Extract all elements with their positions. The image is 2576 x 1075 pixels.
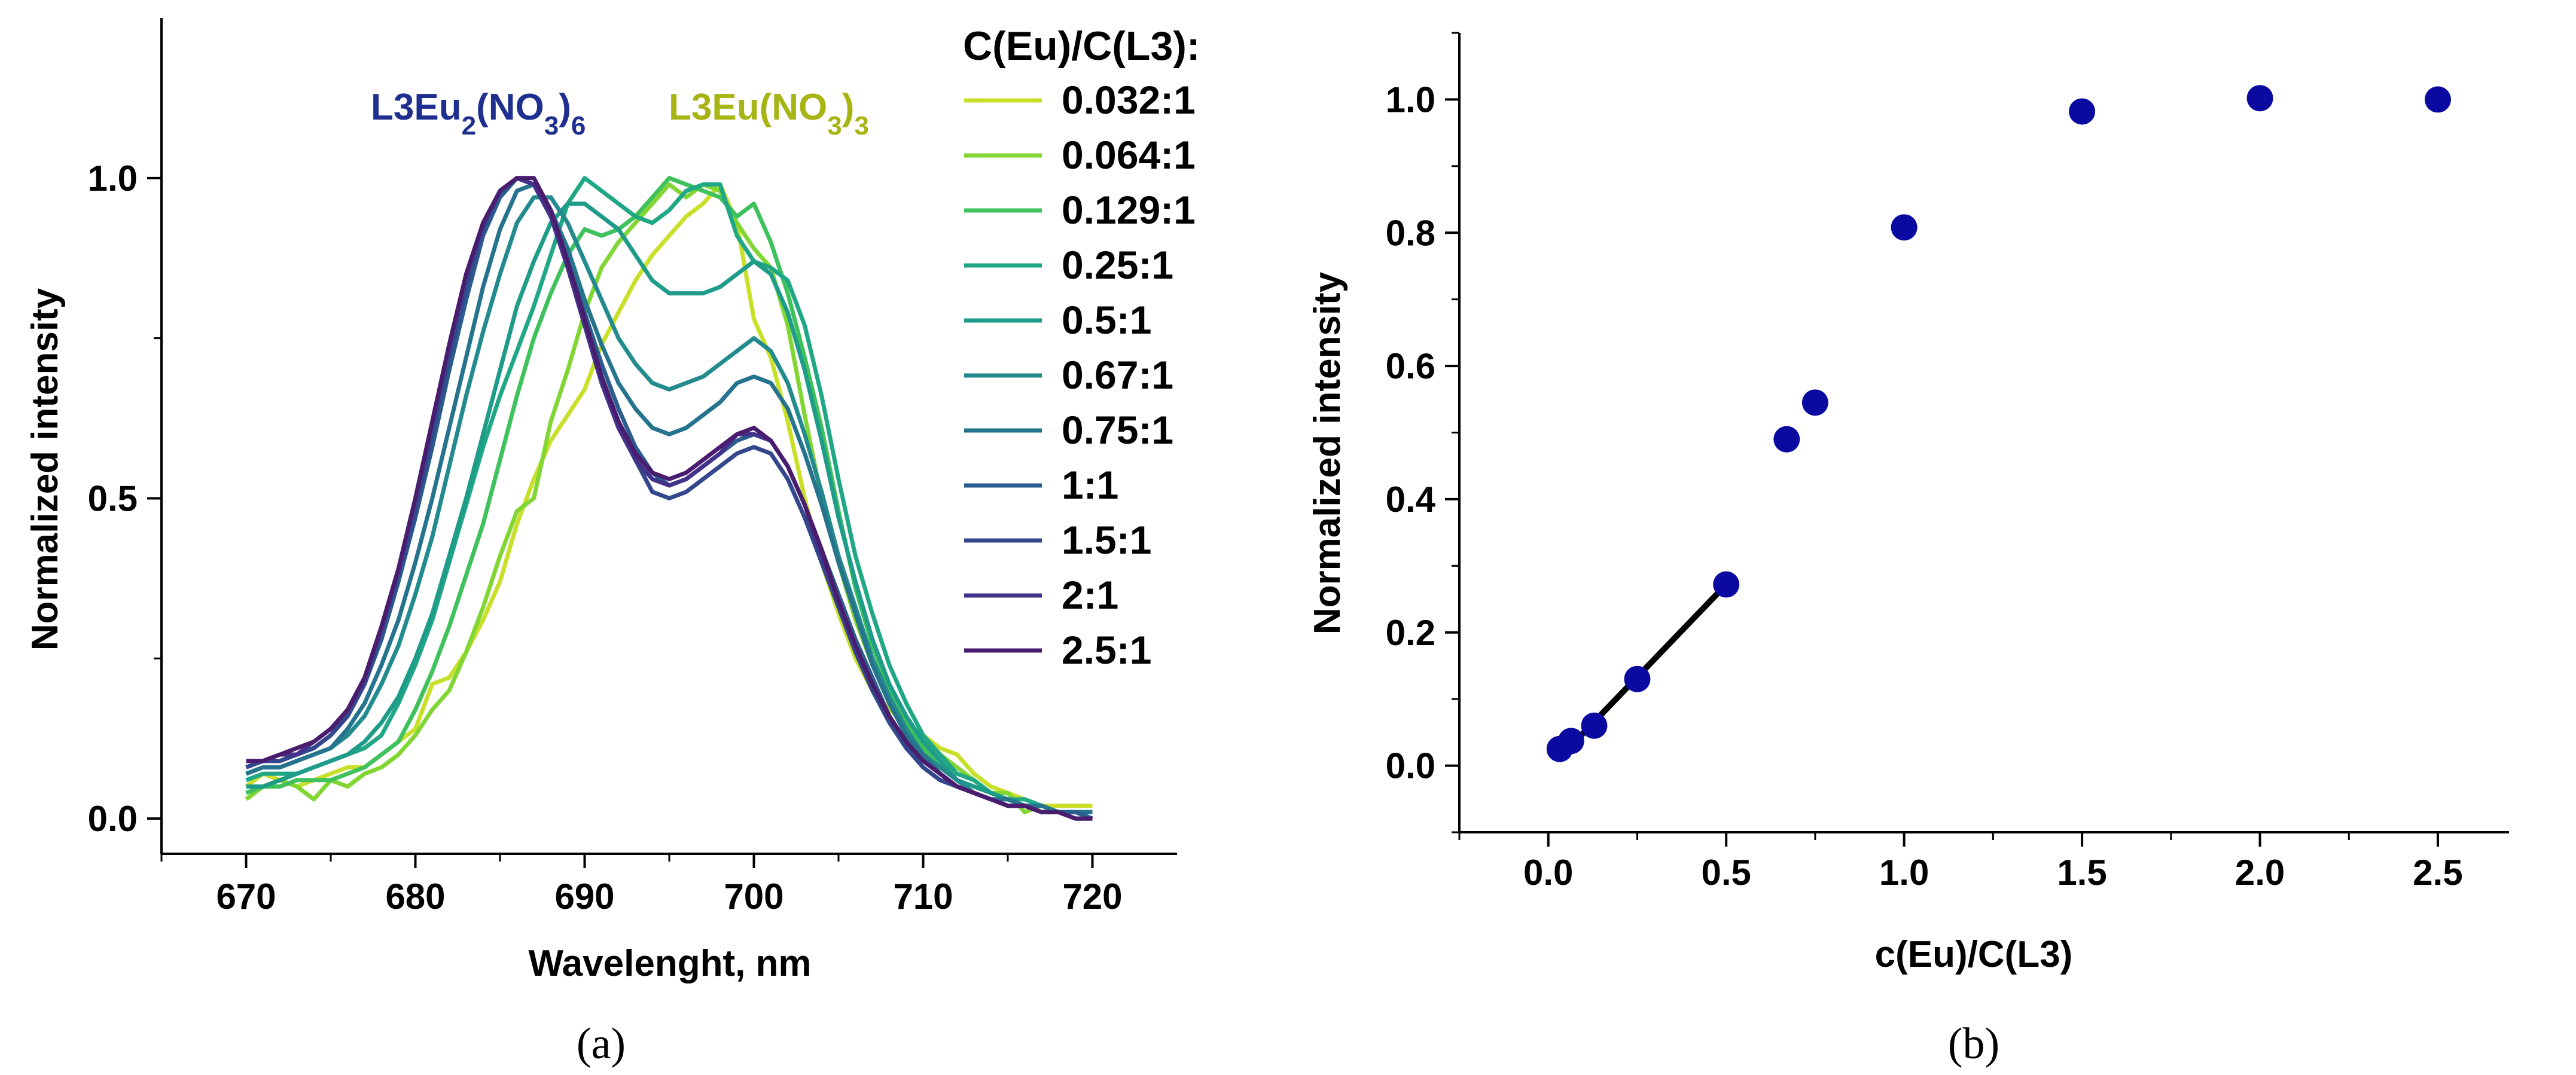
annotation-l3eu2-no3-6: L3Eu2(NO3)6: [371, 87, 586, 141]
panel-a-emission-spectra: 670 680 690 700 710 720 0.0 0.5 1.0 Wavelenght,…: [25, 18, 1200, 1068]
panel-b-x-tick-label: 0.0: [1523, 853, 1573, 893]
series-line-0-064-1: [245, 182, 1093, 814]
panel-a-y-axis-title: Normalized intensity: [25, 288, 66, 651]
legend-label-0-75-1: 0.75:1: [1062, 408, 1173, 452]
scatter-point: [2069, 98, 2096, 125]
panel-a-x-tick-label: 700: [724, 877, 784, 917]
legend-label-2-1: 2:1: [1062, 573, 1118, 617]
panel-b-caption: (b): [1948, 1019, 1999, 1068]
panel-b-x-tick-label: 1.0: [1879, 853, 1929, 893]
series-line-1-5-1: [245, 176, 1093, 821]
panel-b-intensity-vs-ratio: 0.0 0.5 1.0 1.5 2.0 2.5 0.0 0.2 0.4 0.6 0.8 1.0 c(…: [1307, 32, 2509, 1068]
panel-a-legend: C(Eu)/C(L3): 0.032:1 0.064:1 0.129:1 0.25:1…: [963, 23, 1200, 672]
panel-b-x-tick-label: 2.0: [2235, 853, 2285, 893]
legend-label-1-5-1: 1.5:1: [1062, 518, 1151, 562]
scatter-point: [1773, 426, 1800, 453]
legend-label-0-5-1: 0.5:1: [1062, 298, 1151, 342]
scatter-point: [2246, 85, 2273, 112]
panel-a-x-tick-label: 670: [216, 877, 276, 917]
scatter-point: [1624, 665, 1651, 692]
scatter-point: [1891, 214, 1917, 241]
series-line-2-5-1: [246, 176, 1093, 821]
panel-b-y-axis-title: Normalized intensity: [1307, 271, 1348, 634]
panel-a-y-tick-label: 1.0: [88, 158, 138, 198]
series-line-0-032-1: [245, 182, 1093, 808]
scatter-point: [1801, 389, 1828, 416]
series-line-0-25-1: [245, 176, 1093, 814]
scatter-point: [2425, 86, 2452, 113]
series-line-0-67-1: [245, 195, 1093, 814]
scatter-point: [1557, 728, 1584, 755]
panel-b-y-tick-label: 0.4: [1386, 480, 1436, 520]
panel-a-x-tick-label: 720: [1062, 877, 1122, 917]
panel-b-y-tick-label: 1.0: [1386, 80, 1435, 120]
panel-a-x-ticks: 670 680 690 700 710 720: [160, 854, 1123, 917]
panel-a-x-axis-title: Wavelenght, nm: [528, 943, 811, 984]
scatter-point: [1713, 571, 1740, 598]
panel-b-x-ticks: 0.0 0.5 1.0 1.5 2.0 2.5: [1458, 832, 2463, 893]
panel-b-axes: [1458, 33, 2509, 833]
series-line-0-5-1: [246, 201, 1093, 814]
panel-b-x-tick-label: 0.5: [1701, 853, 1751, 893]
scatter-point: [1581, 712, 1608, 739]
panel-a-y-ticks: 0.0 0.5 1.0: [88, 158, 161, 839]
panel-a-caption: (a): [577, 1019, 626, 1068]
annotation-l3eu-no3-3: L3Eu(NO3)3: [669, 87, 869, 141]
panel-b-x-tick-label: 1.5: [2057, 853, 2106, 893]
legend-label-0-064-1: 0.064:1: [1062, 133, 1196, 177]
panel-b-y-tick-label: 0.6: [1386, 346, 1435, 386]
legend-label-0-25-1: 0.25:1: [1062, 243, 1173, 287]
series-line-0-129-1: [245, 176, 1093, 814]
panel-b-y-ticks: 0.0 0.2 0.4 0.6 0.8 1.0: [1386, 32, 1459, 833]
panel-b-y-tick-label: 0.8: [1386, 213, 1435, 253]
panel-a-x-tick-label: 710: [893, 877, 953, 917]
legend-label-0-129-1: 0.129:1: [1062, 188, 1196, 232]
legend-label-0-032-1: 0.032:1: [1062, 78, 1196, 122]
panel-a-y-tick-label: 0.5: [88, 478, 138, 518]
panel-b-y-tick-label: 0.0: [1386, 746, 1435, 786]
legend-label-1-1: 1:1: [1062, 463, 1118, 507]
panel-b-y-tick-label: 0.2: [1386, 613, 1435, 653]
panel-a-x-tick-label: 680: [385, 877, 445, 917]
panel-a-x-tick-label: 690: [554, 877, 614, 917]
panel-b-points: [1546, 85, 2452, 762]
panel-a-y-tick-label: 0.0: [88, 799, 138, 839]
panel-b-x-tick-label: 2.5: [2413, 853, 2462, 893]
panel-b-x-axis-title: c(Eu)/C(L3): [1875, 934, 2073, 975]
legend-label-0-67-1: 0.67:1: [1062, 353, 1173, 397]
legend-title: C(Eu)/C(L3):: [963, 23, 1200, 69]
panel-a-series-lines: [245, 176, 1093, 821]
legend-label-2-5-1: 2.5:1: [1062, 628, 1151, 672]
